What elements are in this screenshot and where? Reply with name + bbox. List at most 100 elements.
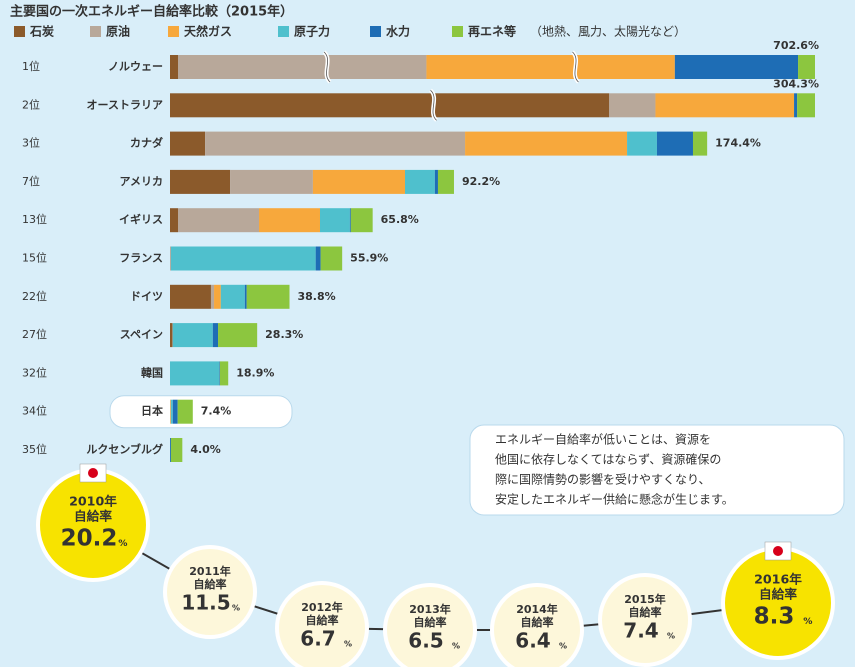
rate-value: 6.5 [408, 629, 443, 653]
year-label: 2013年 [409, 602, 451, 616]
category-label: イギリス [119, 212, 163, 226]
rate-unit: % [344, 640, 352, 649]
bar-segment [349, 208, 351, 233]
rate-unit: % [559, 642, 567, 651]
rank-label: 3位 [22, 136, 40, 150]
bar-segment [214, 284, 221, 309]
bar-segment [170, 438, 183, 462]
total-label: 38.8% [298, 290, 336, 303]
bar-segment [656, 131, 693, 156]
year-label: 2011年 [189, 564, 231, 578]
year-label: 2012年 [301, 600, 343, 614]
rank-label: 22位 [22, 289, 47, 303]
bar-segment [609, 93, 656, 118]
total-label: 92.2% [462, 175, 500, 188]
rank-label: 2位 [22, 97, 40, 111]
total-label: 55.9% [350, 252, 388, 265]
bar-segment [172, 323, 213, 348]
category-label: 日本 [141, 404, 163, 418]
bar-segment [246, 284, 290, 309]
flag-sun [773, 546, 783, 556]
bar-segment [205, 131, 466, 156]
legend-swatch [278, 26, 289, 37]
legend-swatch [14, 26, 25, 37]
total-label: 7.4% [201, 405, 232, 418]
bar-segment [218, 323, 258, 348]
bar-segment [674, 55, 799, 79]
total-label: 174.4% [715, 137, 761, 150]
rate-value: 11.5 [181, 591, 230, 615]
rank-label: 34位 [22, 404, 47, 418]
year-circle [163, 545, 257, 639]
category-label: ドイツ [130, 290, 163, 303]
legend-label: 再エネ等 [468, 24, 516, 39]
rate-label: 自給率 [414, 615, 447, 629]
rank-label: 1位 [22, 59, 40, 73]
rate-value: 8.3 [754, 603, 795, 629]
rate-label: 自給率 [74, 508, 112, 523]
category-label: 韓国 [141, 365, 163, 379]
year-circle [490, 583, 584, 667]
bar-segment [219, 361, 229, 386]
bar-segment [210, 284, 215, 309]
rank-label: 32位 [22, 365, 47, 379]
bar-segment [405, 169, 435, 194]
bar-segment [465, 131, 628, 156]
bar-segment [178, 208, 260, 233]
bar-segment [220, 284, 245, 309]
flag-sun [88, 468, 98, 478]
rate-unit: % [232, 604, 240, 613]
total-label: 702.6% [773, 39, 819, 52]
year-label: 2015年 [624, 592, 666, 606]
bar-segment [170, 246, 316, 271]
bar-segment [170, 284, 211, 309]
rate-unit: % [667, 632, 675, 641]
bar-segment [170, 93, 610, 118]
bar-segment [170, 399, 171, 424]
chart-title: 主要国の一次エネルギー自給率比較（2015年） [10, 4, 293, 20]
legend-label: 原子力 [294, 24, 330, 39]
bar-segment [244, 284, 247, 309]
bar-segment [170, 246, 171, 271]
bar-segment [170, 323, 173, 348]
year-circle [598, 573, 692, 667]
year-circle [383, 583, 477, 667]
bar-segment [219, 361, 220, 386]
rate-value: 6.4 [515, 629, 550, 653]
legend-swatch [370, 26, 381, 37]
category-label: スペイン [120, 328, 163, 341]
rate-value: 7.4 [623, 619, 658, 643]
note-line: 安定したエネルギー供給に懸念が生じます。 [495, 492, 734, 507]
rate-unit: % [452, 642, 460, 651]
bar-segment [350, 208, 373, 233]
category-label: カナダ [130, 136, 163, 150]
bar-segment [426, 55, 675, 79]
note-line: 際に国際情勢の影響を受けやすくなり、 [495, 472, 711, 487]
rate-label: 自給率 [629, 605, 662, 619]
bar-segment [212, 323, 219, 348]
legend-label: 水力 [386, 24, 410, 39]
year-circle [275, 581, 369, 667]
break-mark-edge [323, 51, 331, 83]
category-label: フランス [119, 252, 163, 265]
rank-label: 27位 [22, 327, 47, 341]
rank-label: 13位 [22, 212, 47, 226]
legend-label: 天然ガス [184, 24, 232, 39]
rank-label: 35位 [22, 442, 47, 456]
bar-segment [170, 131, 206, 156]
note-line: 他国に依存しなくてはならず、資源確保の [495, 452, 721, 467]
bar-segment [319, 208, 350, 233]
category-label: アメリカ [120, 175, 163, 188]
rank-label: 7位 [22, 174, 40, 188]
bar-segment [797, 93, 815, 118]
rate-unit: % [803, 616, 812, 627]
bar-segment [312, 169, 406, 194]
year-label: 2010年 [69, 494, 117, 509]
rate-label: 自給率 [194, 577, 227, 591]
total-label: 28.3% [265, 328, 303, 341]
bar-segment [434, 169, 438, 194]
rate-label: 自給率 [521, 615, 554, 629]
legend-label: 石炭 [29, 24, 54, 39]
total-label: 18.9% [236, 366, 274, 379]
